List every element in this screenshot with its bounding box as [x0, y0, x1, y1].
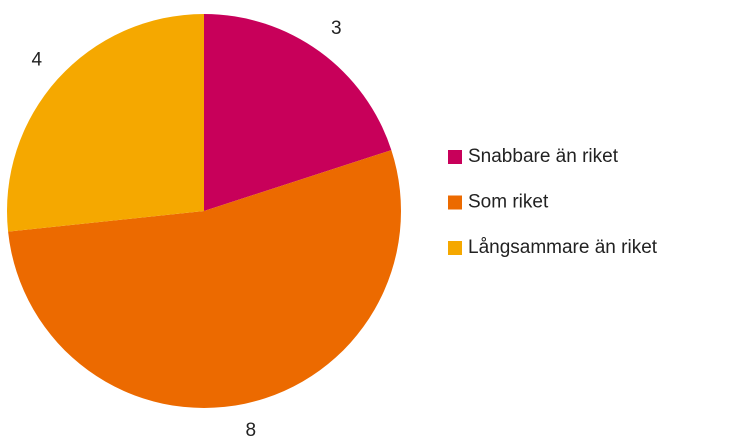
pie-slice — [8, 150, 401, 409]
legend-label: Som riket — [468, 192, 549, 213]
slice-label: 3 — [331, 18, 342, 39]
pie-slice — [204, 14, 392, 211]
legend-label: Snabbare än riket — [468, 146, 619, 167]
slice-label: 8 — [245, 420, 256, 439]
legend-label: Långsammare än riket — [468, 237, 658, 258]
slice-label: 4 — [32, 49, 43, 70]
pie-slice — [6, 14, 204, 232]
legend-swatch — [448, 241, 462, 255]
legend-swatch — [448, 195, 462, 210]
legend-swatch — [448, 150, 462, 164]
